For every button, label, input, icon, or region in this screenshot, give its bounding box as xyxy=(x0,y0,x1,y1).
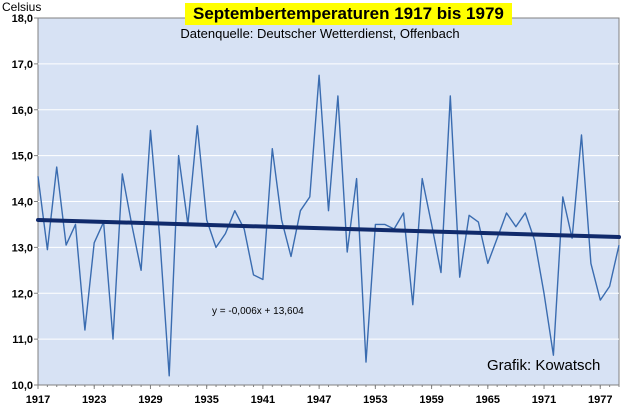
y-tick-label: 14,0 xyxy=(12,197,33,209)
y-tick-label: 16,0 xyxy=(12,105,33,117)
x-axis: 1917 1923 1929 1935 1941 1947 1953 1959 1965 1971… xyxy=(26,385,620,406)
x-tick-label: 1977 xyxy=(588,394,612,406)
x-tick-label: 1965 xyxy=(476,394,500,406)
y-axis: 10,0 11,0 12,0 13,0 14,0 15,0 16,0 17,0 18,0 xyxy=(12,13,38,392)
x-tick-label: 1941 xyxy=(251,394,275,406)
y-tick-label: 18,0 xyxy=(12,13,33,25)
chart-credit: Grafik: Kowatsch xyxy=(487,357,601,374)
y-tick-label: 12,0 xyxy=(12,288,33,300)
x-tick-label: 1923 xyxy=(82,394,106,406)
chart-title: Septembertemperaturen 1917 bis 1979 xyxy=(185,3,512,25)
y-tick-label: 15,0 xyxy=(12,151,33,163)
x-tick-label: 1935 xyxy=(194,394,218,406)
x-tick-label: 1953 xyxy=(363,394,387,406)
series-line xyxy=(37,74,620,377)
trend-equation: y = -0,006x + 13,604 xyxy=(212,306,304,317)
y-tick-label: 11,0 xyxy=(12,334,33,346)
y-tick-label: 13,0 xyxy=(12,242,33,254)
x-tick-label: 1971 xyxy=(532,394,556,406)
series-group xyxy=(37,74,620,377)
trend-line xyxy=(36,217,621,240)
trend-group xyxy=(36,217,621,240)
y-axis-label: Celsius xyxy=(2,0,42,14)
y-tick-label: 10,0 xyxy=(12,380,33,392)
gridlines xyxy=(38,63,619,340)
x-tick-label: 1917 xyxy=(26,394,50,406)
x-tick-label: 1929 xyxy=(138,394,162,406)
chart-subtitle: Datenquelle: Deutscher Wetterdienst, Off… xyxy=(180,26,460,41)
x-tick-label: 1959 xyxy=(419,394,443,406)
x-tick-label: 1947 xyxy=(307,394,331,406)
y-tick-label: 17,0 xyxy=(12,59,33,71)
